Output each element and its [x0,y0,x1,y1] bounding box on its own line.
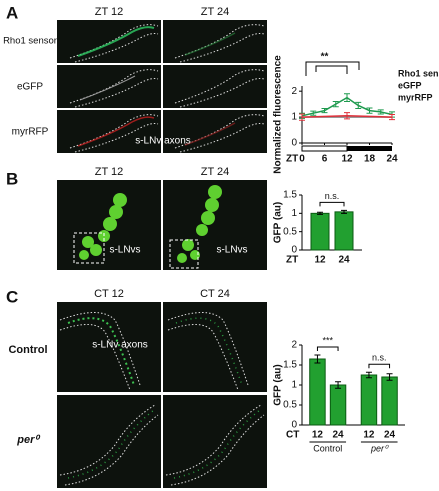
y-tick-label: 1.5 [283,190,297,201]
error-bar [335,381,342,389]
error-bar [332,101,339,108]
significance: *** [322,335,333,345]
row-label: eGFP [17,82,43,93]
error-bar [299,113,305,121]
error-bar [365,371,372,379]
significance-bracket [368,363,391,369]
x-tick-label: 24 [386,154,398,165]
panel-a-images [57,20,267,153]
x-tick-label: 24 [384,430,396,441]
dark-bar [347,146,392,151]
legend-label: eGFP [398,80,422,90]
x-axis-label: ZT [286,154,298,165]
x-tick-label: 12 [341,154,353,165]
x-tick-label: 0 [299,154,305,165]
row-label: Control [8,344,47,356]
x-tick-label: 24 [332,430,344,441]
bar [310,212,330,251]
panel-label: A [6,3,18,22]
bar [381,376,398,426]
y-tick-label: 1 [291,208,297,219]
y-tick-label: 0 [291,138,297,149]
light-bar [301,145,348,152]
y-tick-label: 2 [291,340,297,351]
significance: n.s. [372,353,387,363]
y-axis-label: Normalized fluorescence [273,55,284,174]
y-axis-label: GFP (au) [273,364,284,405]
error-bar [344,112,350,120]
significance: n.s. [325,191,340,201]
group-label: Control [313,443,342,453]
legend-label: myrRFP [398,92,433,102]
image-label: s-LNv axons [92,340,148,351]
significance-bracket [319,201,345,207]
panel-b-images [57,180,267,270]
significance-bracket [305,61,360,76]
y-tick-label: 0 [291,245,297,256]
error-bar [377,109,384,115]
error-bar [321,108,328,114]
y-tick-label: 2 [291,86,297,97]
y-tick-label: 1 [291,380,297,391]
error-bar [386,373,393,381]
error-bar [314,354,321,364]
y-tick-label: 0 [291,420,297,431]
x-tick-label: 24 [338,255,350,266]
y-tick-label: 0.5 [283,400,297,411]
error-bar [344,93,350,103]
bar [329,384,347,426]
legend-label: Rho1 sensor [398,68,439,78]
image-label: s-LNvs [216,245,247,256]
column-header: ZT 12 [95,6,124,18]
x-tick-label: 6 [322,154,328,165]
panel-c-images [57,302,267,488]
x-tick-label: 12 [363,430,375,441]
x-tick-label: 18 [364,154,376,165]
error-bar [366,107,373,114]
y-tick-label: 1 [291,112,297,123]
panel-label: C [6,287,18,306]
x-tick-label: 12 [314,255,326,266]
y-tick-label: 0.5 [283,226,297,237]
row-label: myrRFP [12,127,49,138]
significance-bracket [316,346,339,351]
column-header: ZT 24 [201,6,230,18]
group-label: per⁰ [370,443,389,453]
error-bar [317,211,323,215]
column-header: ZT 24 [201,166,230,178]
column-header: ZT 12 [95,166,124,178]
error-bar [389,114,395,121]
column-header: CT 12 [94,288,124,300]
bar [334,211,354,251]
column-header: CT 24 [200,288,230,300]
row-label: Rho1 sensor [3,36,57,47]
y-tick-label: 1.5 [283,360,297,371]
x-axis-label: CT [286,430,299,441]
row-label: per⁰ [16,434,41,446]
x-axis-label: ZT [286,255,298,266]
x-tick-label: 12 [312,430,324,441]
significance: ** [321,52,329,63]
image-label: s-LNvs [109,245,140,256]
error-bar [355,101,362,110]
image-label: s-LNv axons [135,136,191,147]
bar [360,374,378,426]
bar [309,358,326,426]
y-axis-label: GFP (au) [273,202,284,243]
error-bar [341,209,347,214]
panel-label: B [6,169,18,188]
error-bar [310,110,317,116]
